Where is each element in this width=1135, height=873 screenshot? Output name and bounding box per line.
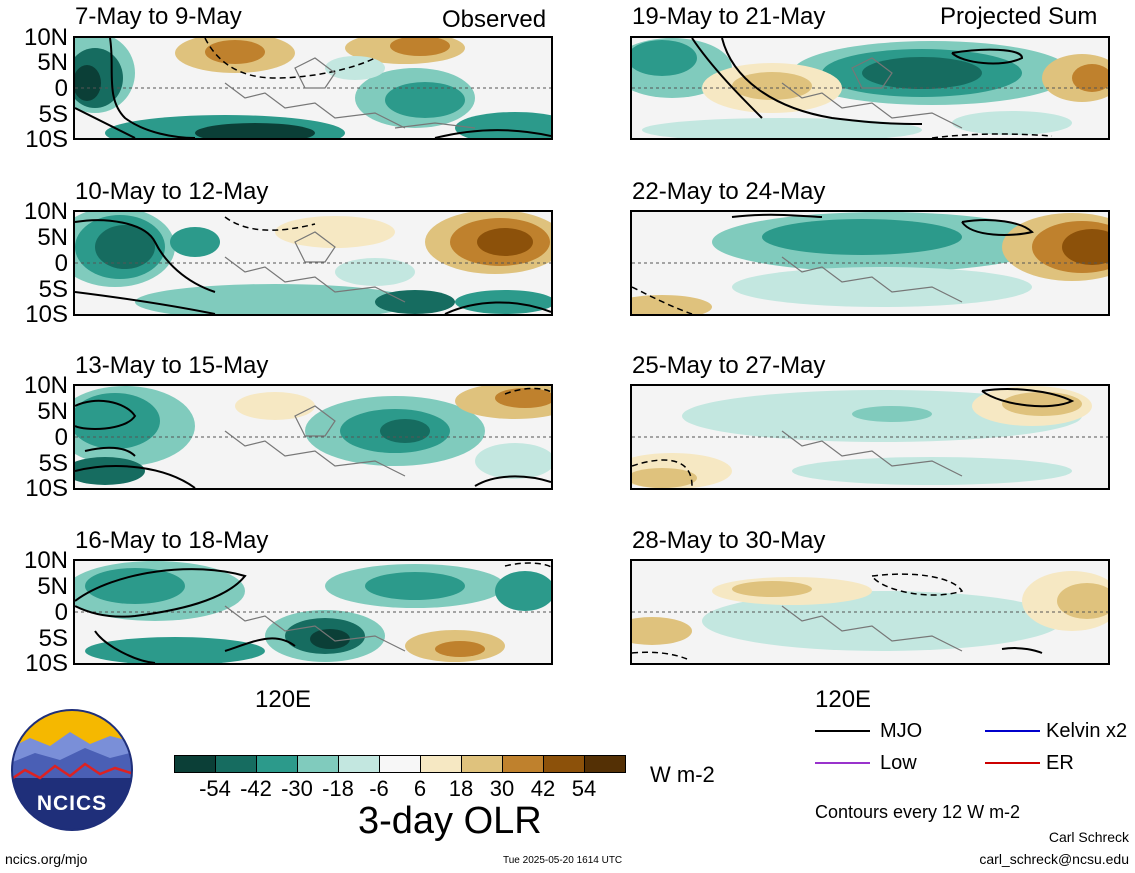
panel-title-observed-3: 13-May to 15-May [75, 352, 269, 379]
credit-timestamp: Tue 2025-05-20 1614 UTC [503, 855, 623, 866]
lat-label-10s: 10S [25, 475, 68, 502]
lat-label-5s: 5S [38, 450, 68, 477]
colorbar-tick: -30 [281, 776, 313, 801]
projected-header: Projected Sum [940, 3, 1098, 30]
colorbar-swatch [256, 755, 298, 773]
map-panel-projected-3 [630, 384, 1110, 490]
colorbar-swatch [297, 755, 339, 773]
colorbar-tick: -54 [199, 776, 231, 801]
logo-text: NCICS [36, 792, 108, 815]
lat-label-0: 0 [54, 424, 68, 451]
colorbar-tick: 6 [413, 776, 427, 801]
lat-label-10n: 10N [23, 372, 68, 399]
colorbar-swatch [502, 755, 544, 773]
lon-label-right: 120E [815, 686, 872, 713]
map-panel-projected-1 [630, 36, 1110, 140]
lat-label-10s: 10S [25, 126, 68, 153]
legend-line-low [815, 762, 870, 764]
credit-url[interactable]: ncics.org/mjo [5, 851, 88, 867]
colorbar-tick: 54 [571, 776, 597, 801]
colorbar-swatch [379, 755, 421, 773]
colorbar-tick: -42 [240, 776, 272, 801]
credit-author: Carl Schreck [1048, 829, 1129, 845]
lon-label-left: 120E [255, 686, 312, 713]
map-panel-observed-4 [73, 559, 553, 665]
legend-line-er [985, 762, 1040, 764]
colorbar-swatch [584, 755, 626, 773]
legend-label-mjo: MJO [880, 720, 923, 742]
lat-label-5s: 5S [38, 276, 68, 303]
legend-note: Contours every 12 W m-2 [815, 802, 1021, 822]
colorbar-tick: -18 [322, 776, 354, 801]
colorbar-units: W m-2 [650, 762, 715, 787]
colorbar-title: 3-day OLR [358, 800, 542, 842]
credit-email[interactable]: carl_schreck@ncsu.edu [979, 851, 1129, 867]
lat-label-5n: 5N [37, 49, 68, 76]
panel-title-projected-4: 28-May to 30-May [632, 527, 826, 554]
lat-label-10s: 10S [25, 301, 68, 328]
lat-label-10n: 10N [23, 547, 68, 574]
lat-label-10n: 10N [23, 198, 68, 225]
panel-title-observed-1: 7-May to 9-May [75, 3, 242, 30]
lat-label-0: 0 [54, 599, 68, 626]
ncics-logo: NCICS [10, 708, 134, 837]
lat-label-10s: 10S [25, 650, 68, 677]
lat-label-5s: 5S [38, 625, 68, 652]
colorbar-tick: 42 [530, 776, 556, 801]
map-panel-observed-3 [73, 384, 553, 490]
observed-header: Observed [442, 6, 547, 33]
lat-label-0: 0 [54, 75, 68, 102]
colorbar-swatch [420, 755, 462, 773]
panel-title-projected-3: 25-May to 27-May [632, 352, 826, 379]
colorbar [174, 755, 626, 773]
colorbar-swatch [461, 755, 503, 773]
lat-label-5n: 5N [37, 398, 68, 425]
lat-label-10n: 10N [23, 24, 68, 51]
map-panel-projected-2 [630, 210, 1110, 316]
colorbar-swatch [174, 755, 216, 773]
panel-title-projected-1: 19-May to 21-May [632, 3, 826, 30]
panel-title-observed-4: 16-May to 18-May [75, 527, 269, 554]
colorbar-tick: 30 [489, 776, 515, 801]
colorbar-tick: 18 [448, 776, 474, 801]
lat-label-0: 0 [54, 250, 68, 277]
lat-label-5n: 5N [37, 573, 68, 600]
legend-line-mjo [815, 730, 870, 732]
panel-title-projected-2: 22-May to 24-May [632, 178, 826, 205]
colorbar-swatch [543, 755, 585, 773]
map-panel-observed-2 [73, 210, 553, 316]
legend-label-er: ER [1046, 752, 1074, 774]
legend-line-kelvin [985, 730, 1040, 732]
lat-label-5s: 5S [38, 101, 68, 128]
colorbar-swatch [215, 755, 257, 773]
map-panel-projected-4 [630, 559, 1110, 665]
panel-title-observed-2: 10-May to 12-May [75, 178, 269, 205]
colorbar-swatch [338, 755, 380, 773]
legend-label-kelvin: Kelvin x2 [1046, 720, 1128, 742]
lat-label-5n: 5N [37, 224, 68, 251]
map-panel-observed-1 [73, 36, 553, 140]
legend-label-low: Low [880, 752, 917, 774]
colorbar-tick: -6 [369, 776, 389, 801]
